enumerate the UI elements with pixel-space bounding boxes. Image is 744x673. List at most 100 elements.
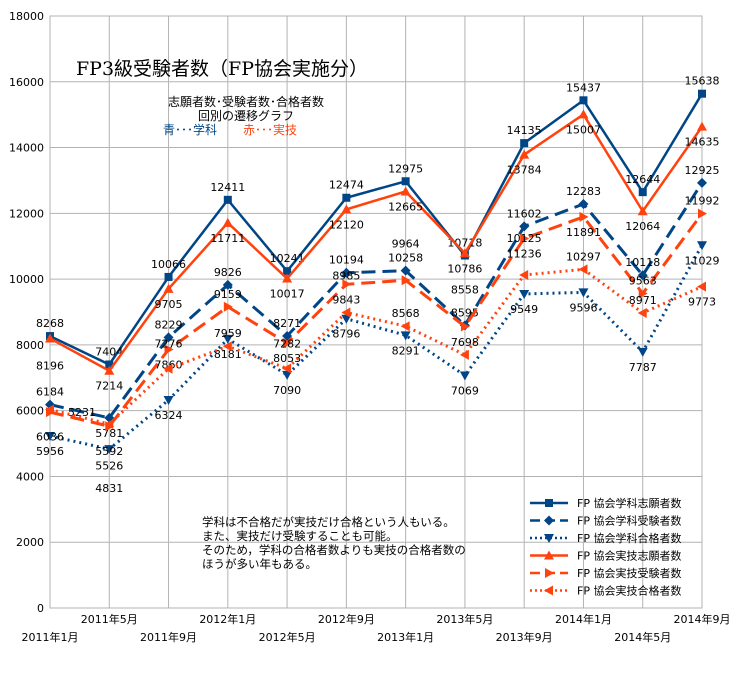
marker-triangle-right (283, 338, 293, 349)
marker-triangle-right (342, 279, 352, 290)
marker-triangle-down (544, 534, 554, 543)
data-label: 10297 (566, 250, 601, 263)
data-label: 14135 (507, 124, 542, 137)
color-key-blue: 青･･･学科 (163, 122, 217, 137)
data-label: 8268 (36, 317, 64, 330)
x-tick-label: 2012年5月 (259, 630, 316, 644)
marker-triangle-left (578, 264, 588, 275)
marker-triangle-up (45, 333, 55, 343)
series-line (49, 112, 704, 373)
marker-diamond (341, 267, 352, 278)
marker-triangle-up (697, 121, 707, 131)
x-tick-label: 2012年9月 (318, 612, 375, 626)
data-label: 12474 (329, 179, 364, 192)
legend-label: FP 協会学科志願者数 (577, 496, 681, 510)
note-line-1: 学科は不合格だが実技だけ合格という人もいる。 (202, 515, 455, 529)
data-label: 7276 (155, 338, 183, 351)
marker-triangle-right (638, 288, 648, 299)
marker-diamond (400, 265, 411, 276)
marker-triangle-down (163, 396, 174, 406)
data-label: 10125 (507, 232, 542, 245)
data-label: 7069 (451, 385, 479, 398)
data-label: 5526 (95, 459, 123, 472)
data-label: 11236 (507, 247, 542, 260)
marker-triangle-right (545, 568, 554, 578)
marker-square (105, 360, 114, 369)
marker-triangle-left (400, 321, 410, 332)
marker-triangle-down (400, 331, 411, 341)
data-label: 10017 (270, 288, 305, 301)
data-label: 11029 (685, 254, 720, 267)
data-label: 9549 (510, 303, 538, 316)
data-label: 8568 (392, 307, 420, 320)
x-tick-label: 2013年5月 (436, 612, 493, 626)
chart-subtitle-1: 志願者数･受験者数･合格者数 (168, 94, 324, 109)
data-label: 10718 (447, 236, 482, 249)
grid (49, 15, 703, 609)
data-label: 9773 (688, 296, 716, 309)
marker-triangle-down (104, 445, 115, 455)
marker-triangle-left (341, 307, 351, 318)
data-label: 9705 (155, 298, 183, 311)
x-tick-label: 2011年5月 (81, 612, 138, 626)
data-label: 9159 (214, 288, 242, 301)
legend-label: FP 協会実技志願者数 (577, 549, 681, 563)
marker-square (342, 193, 351, 202)
data-label: 8291 (392, 344, 420, 357)
series-1: 8268 7404 10066 12411 10241 12474 12975 10718 14… (36, 75, 720, 369)
data-label: 7214 (95, 380, 123, 393)
marker-triangle-left (519, 270, 529, 280)
marker-triangle-left (544, 585, 553, 596)
data-label: 15437 (566, 81, 601, 94)
y-tick-label: 12000 (9, 207, 44, 220)
marker-triangle-up (578, 109, 589, 119)
marker-square (223, 195, 232, 204)
data-label: 12411 (210, 181, 245, 194)
marker-triangle-down (282, 370, 293, 380)
data-label: 8181 (214, 348, 242, 361)
marker-triangle-up (282, 273, 293, 283)
marker-triangle-up (459, 248, 470, 258)
data-label: 6036 (36, 430, 64, 443)
data-label: 13784 (507, 164, 542, 177)
x-tick-label: 2014年5月 (614, 630, 671, 644)
y-tick-label: 2000 (16, 536, 44, 549)
marker-square (164, 272, 173, 281)
x-tick-label: 2013年1月 (377, 630, 434, 644)
marker-square (283, 267, 292, 276)
data-label: 7787 (629, 361, 657, 374)
legend-label: FP 協会学科受験者数 (577, 514, 681, 528)
data-label: 11711 (210, 232, 245, 245)
data-label: 11602 (507, 207, 542, 220)
marker-triangle-left (637, 307, 647, 318)
data-label: 8985 (332, 269, 360, 282)
data-label: 12975 (388, 162, 423, 175)
x-tick-label: 2013年9月 (496, 630, 553, 644)
marker-triangle-up (400, 186, 411, 196)
data-label: 10118 (625, 256, 660, 269)
marker-triangle-left (697, 281, 706, 292)
marker-triangle-down (341, 314, 352, 324)
data-label: 8053 (273, 352, 301, 365)
marker-triangle-right (579, 211, 589, 222)
legend: FP 協会学科志願者数 FP 協会学科受験者数 FP 協会学科合格者数 FP 協会実技… (530, 496, 681, 598)
data-label: 5781 (95, 427, 123, 440)
x-tick-label: 2011年1月 (22, 630, 79, 644)
data-label: 8558 (451, 284, 479, 297)
marker-triangle-down (697, 241, 707, 251)
series-line (49, 212, 704, 428)
marker-triangle-right (460, 321, 470, 332)
marker-square (638, 188, 647, 197)
marker-triangle-right (164, 344, 174, 355)
y-tick-label: 4000 (16, 470, 44, 483)
data-label: 12064 (625, 220, 660, 233)
marker-diamond (282, 330, 293, 341)
chart-title: FP3級受験者数（FP協会実施分） (76, 58, 368, 80)
marker-triangle-left (45, 404, 54, 415)
chart-subtitle-2: 回別の遷移グラフ (198, 109, 294, 123)
data-label: 10258 (388, 252, 423, 265)
data-label: 7282 (273, 338, 301, 351)
color-key-red: 赤･･･実技 (243, 122, 297, 137)
data-label: 12925 (685, 164, 720, 177)
